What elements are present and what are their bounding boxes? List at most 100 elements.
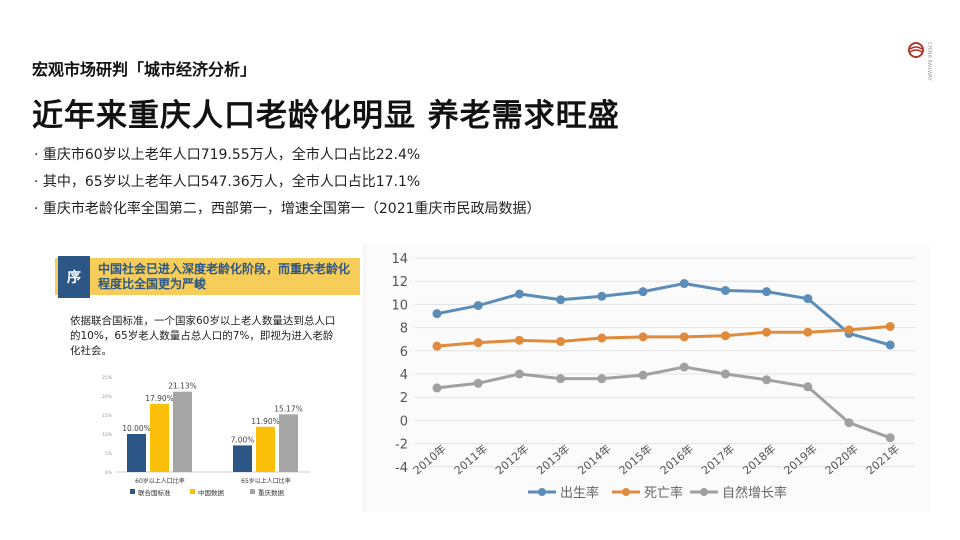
x-tick-label: 2020年 [822,441,861,477]
y-tick-label: 15% [102,413,113,419]
data-point [473,378,483,388]
data-point [679,362,689,372]
data-point [679,332,689,342]
y-tick-label: -4 [395,461,408,476]
x-tick-label: 2014年 [575,441,614,477]
data-point [720,369,730,379]
banner [55,258,360,295]
legend-label: 中国数据 [198,488,225,497]
right-panel [366,244,930,512]
svg-text:CHINA RAILWAY: CHINA RAILWAY [926,42,932,82]
data-label: 7.00% [231,435,255,444]
bar [173,391,192,472]
x-tick-label: 60岁以上人口比率 [135,477,185,485]
y-tick-label: 2 [400,391,408,406]
description: 依据联合国标准，一个国家60岁以上老人数量达到总人口的10%，65岁老人数量占总… [70,315,336,357]
data-point [597,374,607,384]
x-tick-label: 2012年 [492,441,531,477]
data-point [885,433,895,443]
legend-marker [538,488,546,496]
data-point [720,331,730,341]
y-tick-label: 4 [400,368,408,383]
page-subtitle: 宏观市场研判「城市经济分析」 [32,60,257,79]
data-point [432,383,442,393]
data-point [473,301,483,311]
data-label: 21.13% [168,382,197,391]
x-tick-label: 2017年 [698,441,737,477]
bar [150,403,169,472]
legend-label: 重庆数据 [258,488,285,497]
y-tick-label: 20% [102,394,113,400]
line-chart: -4 -2 0 2 4 6 8 10 12 14 2010年 2011年 2012年 2013年 2014年… [391,252,915,501]
data-point [762,327,772,337]
legend-marker [622,488,630,496]
y-tick-label: 0% [105,470,113,476]
data-label: 15.17% [274,404,303,413]
bullet-1: · 重庆市60岁以上老年人口719.55万人，全市人口占比22.4% [34,147,421,163]
x-tick-label: 2021年 [863,441,902,477]
y-tick-label: 10% [102,432,113,438]
series-line [436,365,891,440]
y-tick-label: 25% [102,375,113,381]
data-point [514,289,524,299]
data-point [556,337,566,347]
legend-swatch [190,489,195,494]
data-point [762,375,772,385]
page-title: 近年来重庆人口老龄化明显 养老需求旺盛 [32,98,620,134]
data-point [803,327,813,337]
data-point [473,338,483,348]
bar-chart: 0% 5% 10% 15% 20% 25% 10.00% 17.90% 21.13% 60岁以上人… [102,375,310,497]
bullet-3: · 重庆市老龄化率全国第二，西部第一，增速全国第一（2021重庆市民政局数据） [34,201,541,217]
legend-swatch [130,489,135,494]
bullet-2: · 其中，65岁以上老年人口547.36万人，全市人口占比17.1% [34,174,421,190]
data-point [762,287,772,297]
data-point [844,418,854,428]
data-point [638,287,648,297]
data-point [885,321,895,331]
bar [127,434,146,472]
series-line [436,324,891,348]
y-tick-label: 8 [400,322,408,337]
legend-marker [700,488,708,496]
china-railway-logo: CHINA RAILWAY [906,40,936,90]
x-tick-label: 2010年 [410,441,449,477]
y-tick-label: -2 [395,438,408,453]
preface-badge: 序 [58,256,90,298]
x-tick-label: 2016年 [657,441,696,477]
data-point [597,333,607,343]
x-tick-label: 2019年 [781,441,820,477]
data-point [514,335,524,345]
legend-label: 自然增长率 [722,485,787,501]
y-tick-label: 14 [391,252,408,267]
y-tick-label: 6 [400,345,408,360]
data-label: 17.90% [145,394,174,403]
bar [256,426,275,472]
series-line [436,281,891,347]
data-point [638,370,648,380]
data-point [720,285,730,295]
legend-label: 联合国标准 [138,488,171,497]
bar [233,445,252,472]
data-label: 10.00% [122,424,151,433]
data-point [638,332,648,342]
data-point [514,369,524,379]
x-tick-label: 65岁以上人口比率 [241,477,291,485]
bar [279,414,298,472]
y-tick-label: 12 [391,275,408,290]
legend-swatch [250,489,255,494]
y-tick-label: 0 [400,414,408,429]
data-point [432,309,442,319]
data-point [679,279,689,289]
x-tick-label: 2018年 [740,441,779,477]
data-point [844,325,854,335]
data-point [556,295,566,305]
legend-label: 出生率 [560,485,599,501]
y-tick-label: 10 [391,298,408,313]
data-label: 11.90% [251,417,280,426]
data-point [803,294,813,304]
x-tick-label: 2013年 [534,441,573,477]
x-tick-label: 2015年 [616,441,655,477]
banner-text: 中国社会已进入深度老龄化阶段，而重庆老龄化程度比全国更为严峻 [98,262,351,291]
data-point [885,340,895,350]
legend-label: 死亡率 [644,485,683,501]
